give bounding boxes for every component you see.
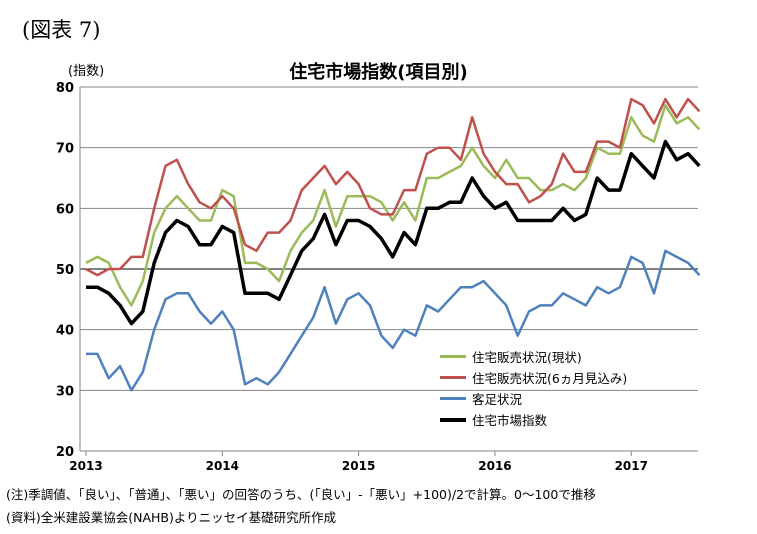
legend-swatch: [440, 355, 466, 358]
series-line-1: [85, 97, 701, 277]
legend-swatch: [440, 397, 466, 400]
x-tick-label: 2014: [206, 459, 239, 473]
chart-title: 住宅市場指数(項目別): [289, 62, 468, 83]
legend-label: 住宅販売状況(現状): [472, 350, 582, 365]
y-tick-label: 70: [56, 142, 74, 157]
y-axis-label: (指数): [68, 64, 105, 79]
y-tick-label: 20: [56, 445, 74, 460]
x-tick-label: 2017: [615, 459, 648, 473]
figure-label: (図表 7): [22, 18, 101, 42]
legend-swatch: [440, 417, 466, 422]
legend-item-sales-current: 住宅販売状況(現状): [440, 346, 627, 367]
series-line-3: [86, 139, 701, 326]
legend: 住宅販売状況(現状) 住宅販売状況(6ヵ月見込み) 客足状況 住宅市場指数: [440, 346, 627, 430]
y-tick-label: 40: [56, 324, 74, 339]
series-lines: [85, 97, 701, 392]
x-tick-label: 2013: [69, 459, 102, 473]
source-note: (資料)全米建設業協会(NAHB)よりニッセイ基礎研究所作成: [6, 510, 337, 525]
legend-item-traffic: 客足状況: [440, 388, 627, 409]
y-tick-labels: 20 30 40 50 60 70 80: [56, 81, 74, 460]
y-tick-label: 60: [56, 202, 74, 217]
legend-item-sales-6month: 住宅販売状況(6ヵ月見込み): [440, 367, 627, 388]
legend-swatch: [440, 376, 466, 379]
y-tick-label: 50: [56, 263, 74, 278]
legend-label: 住宅市場指数: [472, 413, 548, 428]
y-tick-label: 30: [56, 384, 74, 399]
footnote: (注)季調値、「良い」、「普通」、「悪い」の回答のうち、(「良い」-「悪い」+1…: [6, 487, 596, 502]
x-tick-labels: 2013 2014 2015 2016 2017: [69, 459, 648, 473]
x-tick-label: 2015: [342, 459, 375, 473]
legend-item-hmi: 住宅市場指数: [440, 409, 627, 430]
legend-label: 客足状況: [472, 392, 523, 407]
legend-label: 住宅販売状況(6ヵ月見込み): [472, 371, 628, 386]
series-line-2: [86, 249, 701, 392]
y-tick-label: 80: [56, 81, 74, 96]
series-line-0: [85, 103, 701, 307]
x-tick-label: 2016: [478, 459, 511, 473]
axes: [79, 87, 698, 456]
